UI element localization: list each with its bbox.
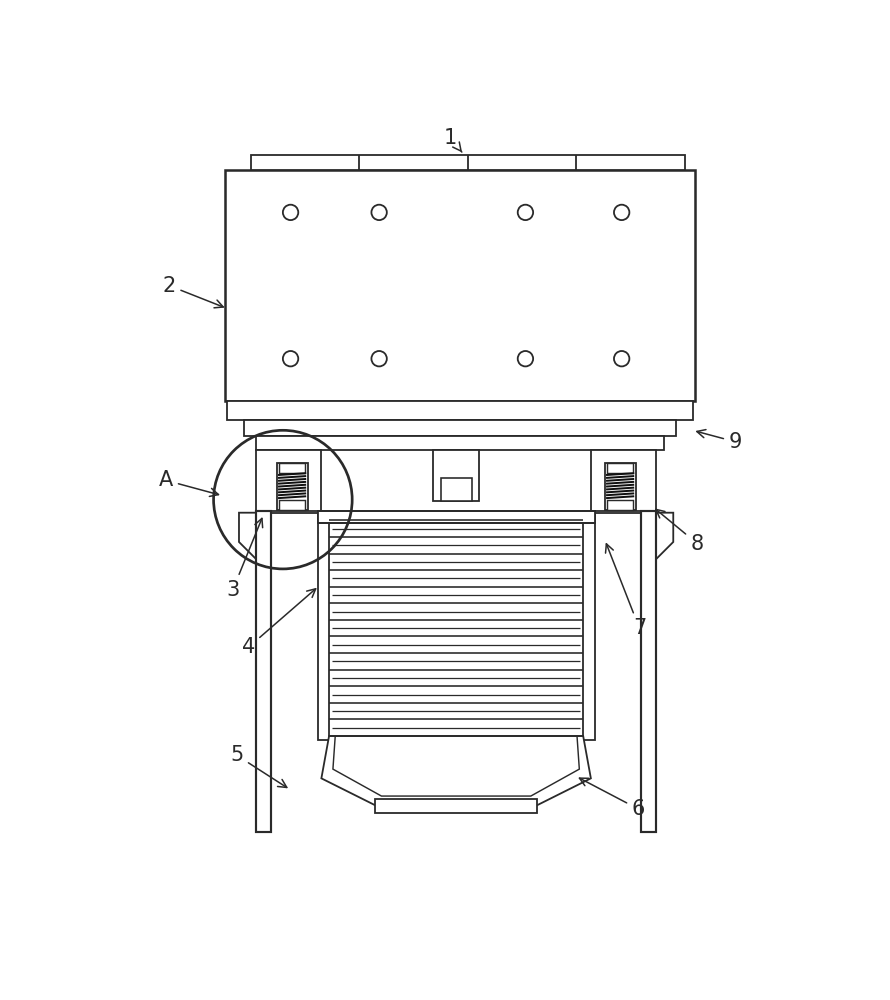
Bar bbox=[604, 463, 635, 510]
Bar bbox=[245, 420, 676, 436]
Bar bbox=[277, 463, 308, 510]
Bar bbox=[441, 478, 472, 501]
Polygon shape bbox=[651, 513, 673, 565]
Text: 4: 4 bbox=[241, 589, 316, 657]
Bar bbox=[228, 401, 692, 420]
Circle shape bbox=[371, 205, 387, 220]
Bar bbox=[591, 450, 656, 513]
Circle shape bbox=[283, 351, 298, 366]
Bar bbox=[607, 500, 633, 510]
Circle shape bbox=[614, 351, 629, 366]
Text: A: A bbox=[158, 470, 218, 496]
Circle shape bbox=[518, 351, 533, 366]
Text: 6: 6 bbox=[579, 778, 645, 819]
Text: 9: 9 bbox=[697, 430, 742, 452]
Circle shape bbox=[283, 205, 298, 220]
Bar bbox=[256, 511, 271, 832]
Bar bbox=[225, 170, 695, 401]
Text: 2: 2 bbox=[162, 276, 223, 308]
Bar bbox=[279, 463, 305, 473]
Bar bbox=[583, 511, 595, 740]
Text: 8: 8 bbox=[656, 509, 704, 554]
Bar bbox=[641, 511, 656, 832]
Bar bbox=[251, 155, 684, 170]
Bar bbox=[256, 450, 321, 513]
Text: 3: 3 bbox=[226, 518, 263, 600]
Bar bbox=[433, 450, 479, 501]
Circle shape bbox=[371, 351, 387, 366]
Text: 7: 7 bbox=[605, 544, 646, 638]
Polygon shape bbox=[239, 513, 262, 565]
Circle shape bbox=[518, 205, 533, 220]
Bar bbox=[376, 799, 537, 813]
Bar bbox=[318, 511, 595, 523]
Bar bbox=[279, 500, 305, 510]
Circle shape bbox=[614, 205, 629, 220]
Bar bbox=[607, 463, 633, 473]
Polygon shape bbox=[321, 736, 591, 805]
Text: 5: 5 bbox=[230, 745, 287, 787]
Bar bbox=[256, 436, 664, 450]
Bar bbox=[318, 511, 329, 740]
Text: 1: 1 bbox=[444, 128, 462, 152]
